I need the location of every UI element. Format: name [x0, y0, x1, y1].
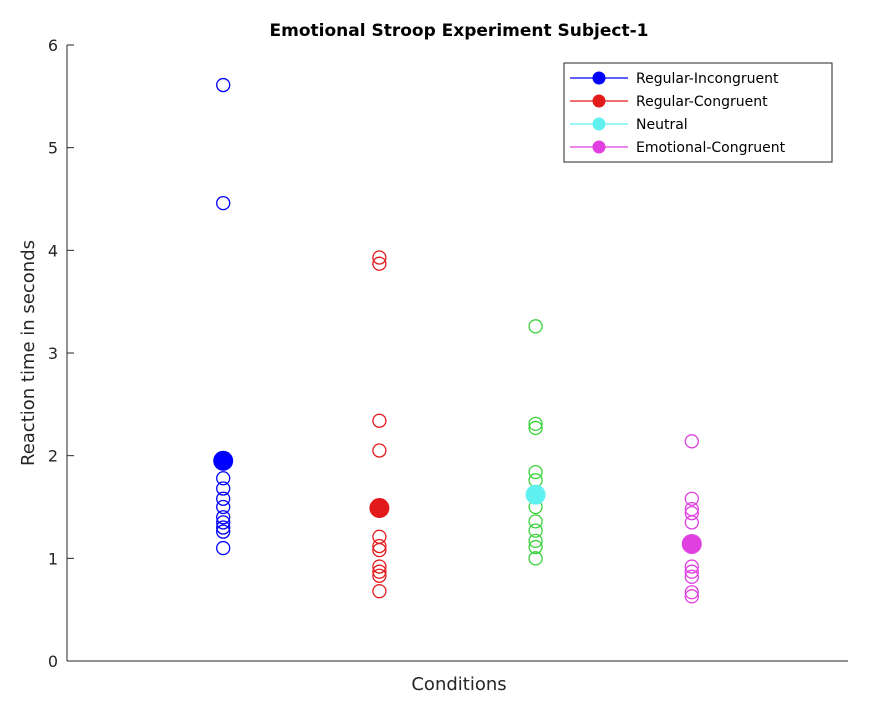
trial-point	[216, 515, 231, 530]
trial-point	[216, 540, 231, 556]
trial-point	[684, 564, 699, 579]
legend-marker	[592, 94, 606, 108]
trial-point	[372, 542, 387, 558]
trial-point	[372, 584, 387, 599]
trial-point	[684, 589, 699, 604]
y-tick-label: 1	[48, 549, 58, 568]
legend-label: Neutral	[636, 117, 688, 133]
legend-marker	[592, 140, 606, 154]
mean-point	[681, 533, 702, 554]
trial-point	[684, 569, 699, 584]
trial-point	[216, 77, 231, 93]
legend-marker	[592, 117, 606, 131]
trial-point	[528, 416, 543, 431]
mean-point	[525, 484, 546, 505]
trial-point	[528, 514, 543, 529]
trial-point	[216, 520, 231, 535]
trial-point	[684, 559, 699, 574]
y-axis-ticks: 0 1 2 3 4 5 6	[48, 36, 74, 671]
trial-point	[684, 491, 699, 506]
legend-label: Emotional-Congruent	[636, 140, 786, 156]
y-tick-label: 2	[48, 447, 58, 466]
trial-point	[372, 413, 387, 428]
trial-point	[372, 559, 387, 574]
trial-point	[684, 434, 699, 449]
trial-point	[216, 481, 231, 496]
trial-point	[216, 195, 231, 211]
y-tick-label: 0	[48, 652, 58, 671]
legend: Regular-Incongruent Regular-Congruent Neut…	[563, 62, 833, 163]
trial-point	[372, 443, 387, 458]
trial-point	[684, 506, 699, 521]
legend-label: Regular-Congruent	[636, 94, 768, 110]
trial-point	[528, 464, 543, 480]
y-tick-label: 3	[48, 344, 58, 363]
trial-point	[528, 319, 543, 334]
trial-point	[372, 256, 387, 271]
trial-point	[684, 515, 699, 530]
trial-point	[216, 524, 231, 539]
trial-point	[216, 491, 231, 506]
y-axis-label: Reaction time in seconds	[18, 240, 39, 466]
trial-point	[372, 564, 387, 579]
y-tick-label: 6	[48, 36, 58, 55]
trial-point	[528, 551, 543, 566]
x-axis-label: Conditions	[411, 674, 506, 695]
trial-point	[372, 538, 387, 554]
trial-point	[372, 568, 387, 583]
trial-point	[528, 523, 543, 538]
trial-point	[528, 533, 543, 549]
trial-point	[528, 420, 543, 436]
trial-point	[216, 499, 231, 515]
legend-marker	[592, 71, 606, 85]
trial-point	[216, 510, 231, 525]
trial-point	[372, 250, 387, 265]
mean-point	[213, 450, 234, 471]
data-markers	[213, 77, 702, 604]
chart-title: Emotional Stroop Experiment Subject-1	[270, 21, 649, 41]
trial-point	[216, 471, 231, 486]
legend-label: Regular-Incongruent	[636, 71, 779, 87]
y-tick-label: 5	[48, 139, 58, 158]
y-tick-label: 4	[48, 241, 58, 260]
trial-point	[528, 539, 543, 555]
mean-point	[369, 498, 390, 519]
legend-box	[563, 62, 833, 163]
trial-point	[684, 585, 699, 600]
